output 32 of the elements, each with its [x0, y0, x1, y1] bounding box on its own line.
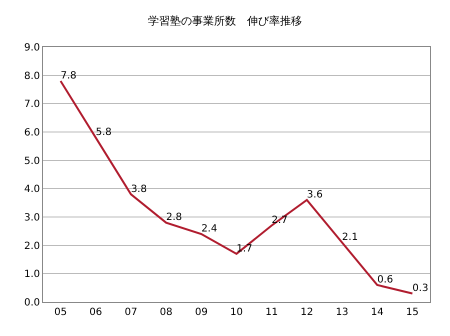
x-tick-label: 06: [89, 307, 102, 318]
x-tick-label: 15: [406, 307, 419, 318]
data-label: 2.1: [342, 232, 358, 243]
data-label: 7.8: [60, 70, 76, 82]
x-tick-label: 08: [160, 307, 173, 318]
y-tick-label: 4.0: [24, 184, 40, 196]
line-series: [60, 80, 414, 294]
x-tick-label: 13: [336, 307, 348, 318]
x-tick-label: 05: [54, 307, 67, 318]
y-tick-label: 2.0: [24, 240, 40, 252]
x-tick-label: 12: [300, 307, 314, 318]
data-label: 2.8: [166, 212, 182, 224]
x-tick-label: 14: [370, 307, 384, 318]
data-label: 0.3: [412, 283, 428, 294]
y-tick-label: 6.0: [24, 128, 40, 138]
data-label: 3.8: [130, 184, 147, 195]
y-tick-label: 0.0: [24, 298, 40, 308]
y-tick-label: 1.0: [24, 269, 40, 280]
y-tick-label: 9.0: [24, 42, 40, 54]
x-tick-label: 07: [124, 307, 138, 318]
data-label: 0.6: [377, 274, 394, 286]
x-tick-label: 09: [194, 307, 208, 318]
y-tick-label: 3.0: [24, 212, 40, 224]
y-tick-label: 8.0: [24, 70, 40, 82]
data-label: 2.4: [201, 224, 218, 234]
x-tick-label: 11: [265, 307, 278, 318]
data-label: 5.8: [96, 127, 112, 138]
y-tick-label: 5.0: [24, 156, 40, 167]
data-label: 3.6: [306, 190, 323, 200]
chart-title: 学習塾の事業所数 伸び率推移: [148, 14, 302, 28]
x-tick-label: 10: [230, 307, 243, 318]
y-tick-label: 7.0: [24, 99, 40, 110]
